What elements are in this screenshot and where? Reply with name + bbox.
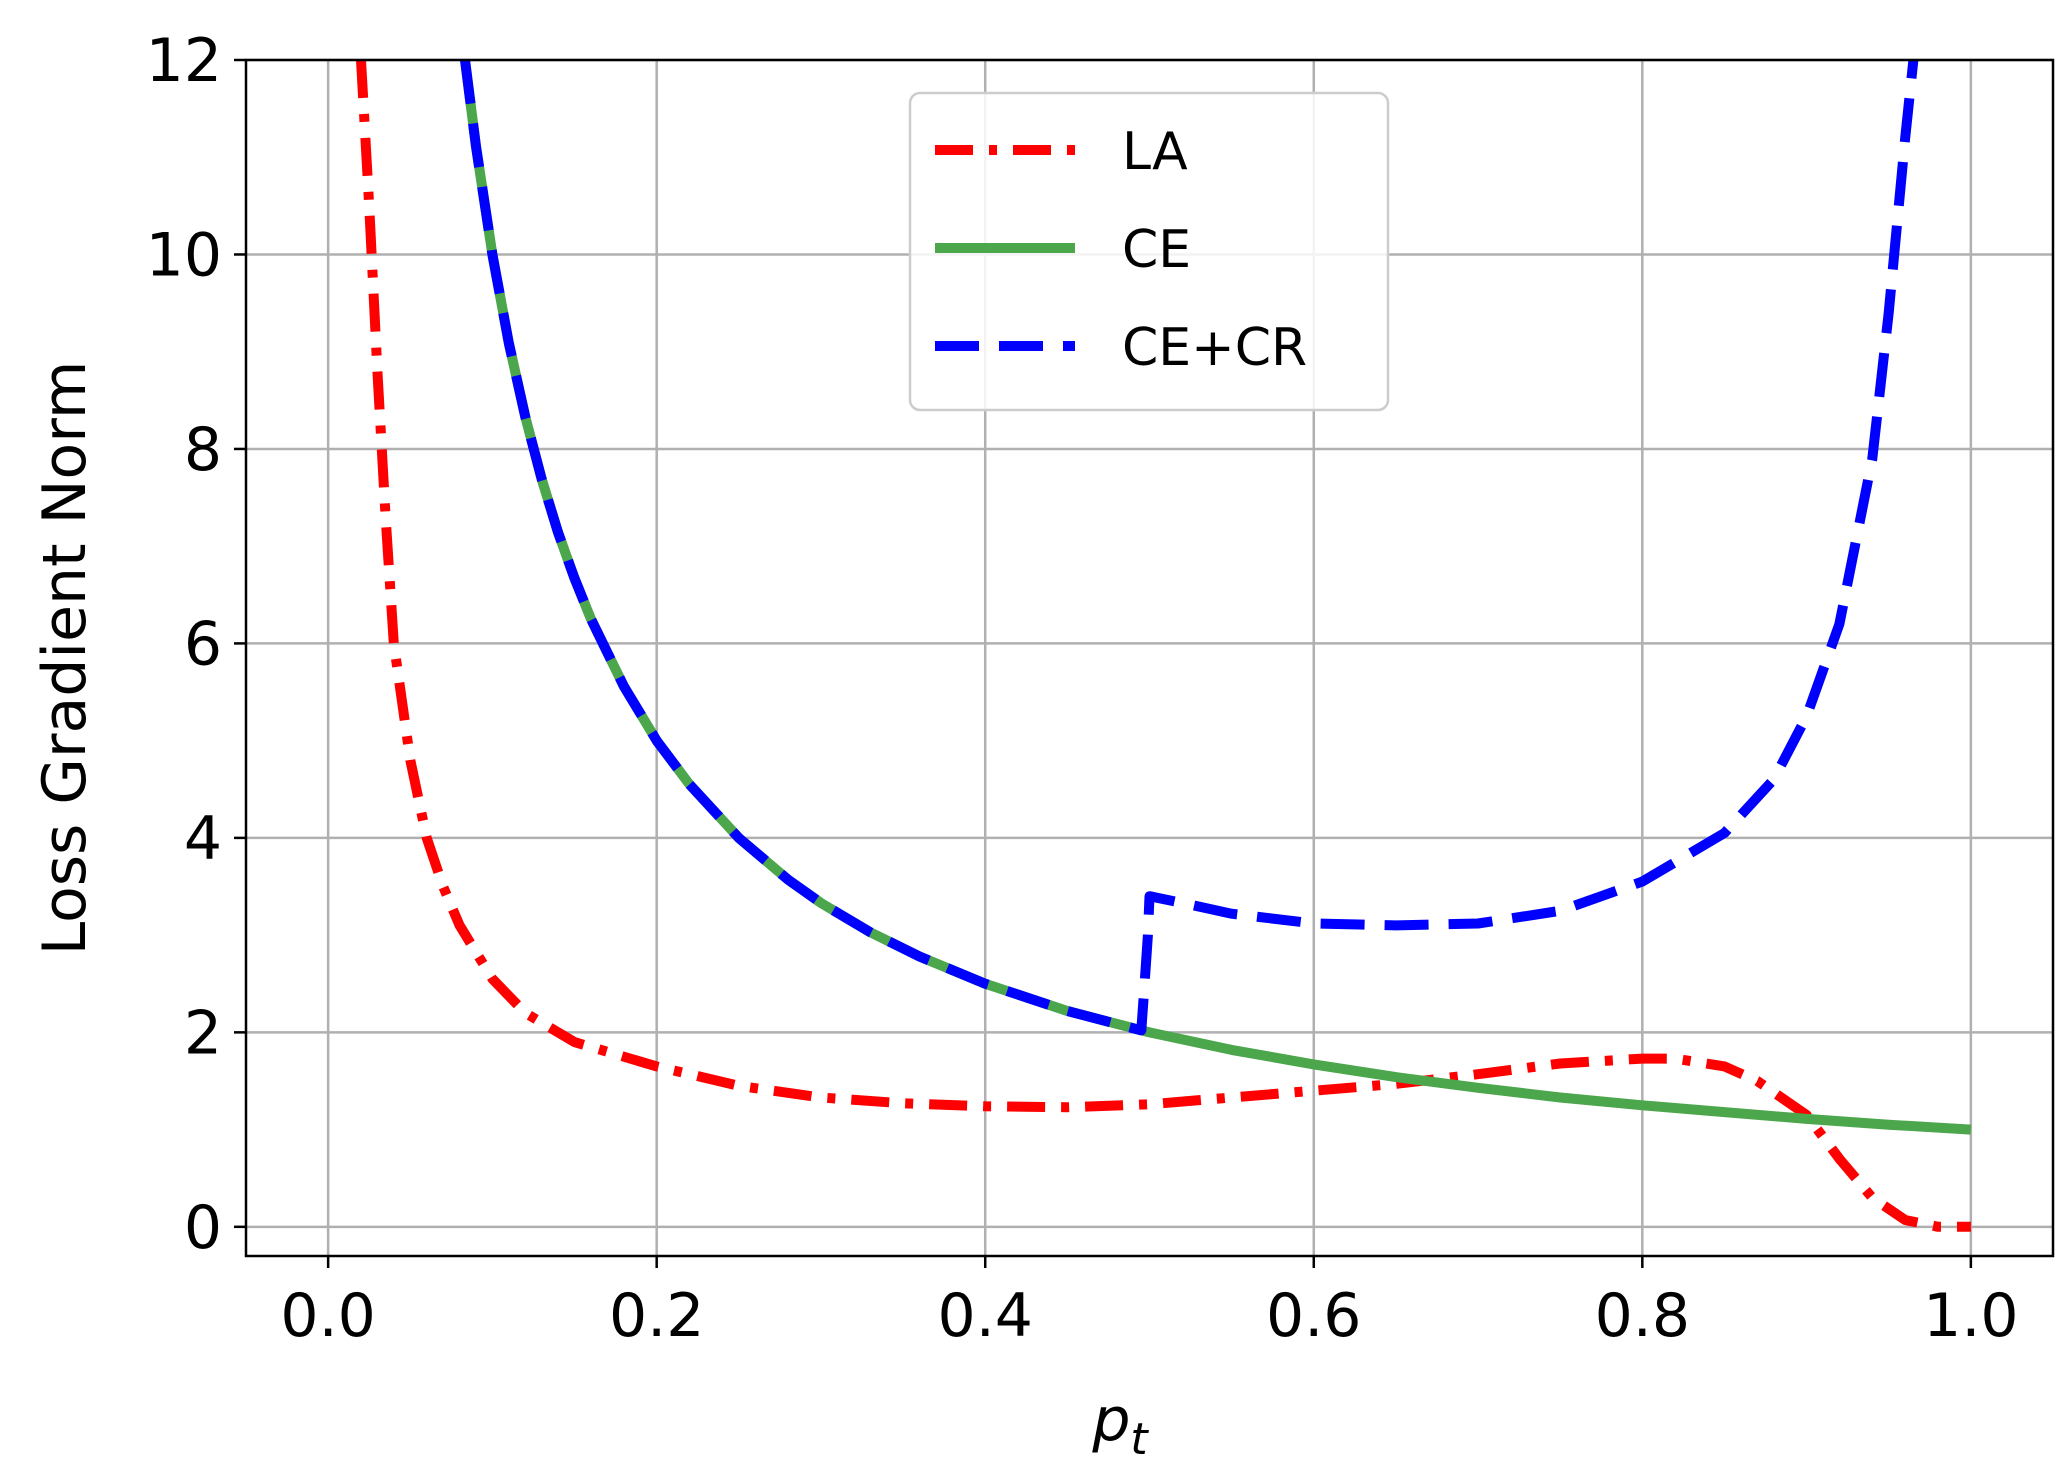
plot-frame: [244, 58, 2055, 1258]
x-axis-label: pt: [1091, 1385, 1149, 1465]
x-tick-label: 0.4: [938, 1281, 1033, 1351]
series-line-la: [356, 60, 1971, 1232]
y-tick-label: 6: [184, 609, 222, 679]
x-axis-label-subscript: t: [1130, 1414, 1149, 1465]
legend-box: [908, 91, 1390, 412]
x-tick-label: 1.0: [1923, 1281, 2018, 1351]
series-layer: [356, 60, 1972, 1232]
x-axis: 0.0 0.2 0.4 0.6 0.8 1.0: [280, 1256, 2019, 1351]
y-tick-label: 4: [184, 804, 222, 874]
y-tick-label: 2: [184, 998, 222, 1068]
x-axis-label-main: p: [1091, 1385, 1130, 1455]
legend-label: CE+CR: [1122, 318, 1307, 378]
x-tick-label: 0.8: [1595, 1281, 1690, 1351]
y-axis: 0 2 4 6 8 10 12: [146, 26, 246, 1263]
legend: LA CE CE+CR: [908, 91, 1390, 412]
y-tick-label: 10: [146, 220, 222, 290]
y-tick-label: 12: [146, 26, 222, 96]
y-tick-label: 0: [184, 1193, 222, 1263]
series-line-ce-cr: [460, 60, 1919, 1036]
y-tick-label: 8: [184, 415, 222, 485]
x-tick-label: 0.0: [280, 1281, 375, 1351]
y-axis-label: Loss Gradient Norm: [30, 361, 100, 956]
legend-label: LA: [1122, 122, 1188, 182]
x-tick-label: 0.6: [1266, 1281, 1361, 1351]
legend-label: CE: [1122, 220, 1191, 280]
x-tick-label: 0.2: [609, 1281, 704, 1351]
